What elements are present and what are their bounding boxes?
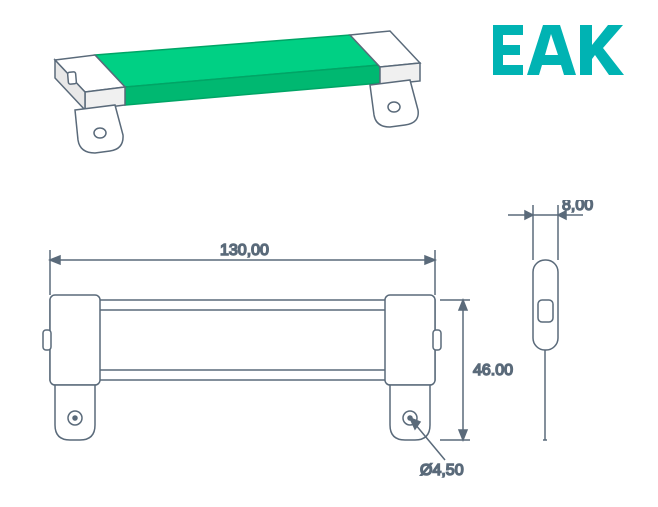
side-view: 8,00: [498, 200, 608, 465]
front-svg: 130,00 46.00: [25, 240, 515, 490]
iso-svg: [20, 25, 440, 185]
front-view: 130,00 46.00: [25, 240, 515, 495]
brand-logo: [488, 20, 628, 80]
logo-svg: [488, 20, 628, 80]
isometric-view: [20, 25, 440, 190]
side-svg: 8,00: [498, 200, 608, 460]
dim-width: 8,00: [562, 200, 593, 214]
dim-length: 130,00: [220, 242, 269, 259]
dim-hole: Ø4,50: [420, 462, 464, 479]
